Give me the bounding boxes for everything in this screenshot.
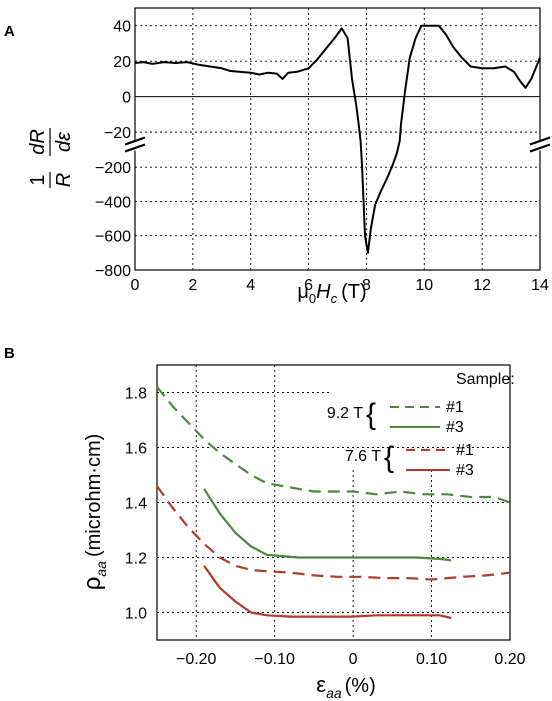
panel-b-y-tick-labels: 1.8 1.6 1.4 1.2 1.0: [125, 386, 147, 623]
panel-a-y-tick: −400: [95, 194, 131, 211]
panel-b-x-tick: 0: [349, 651, 358, 668]
panel-b-series-line-2: [156, 485, 511, 581]
panel-a-x-tick: 6: [304, 277, 313, 294]
legend-entry-7-6-1: #1: [456, 442, 474, 459]
panel-a: A 0 2 4 6 8 10 12 14 40 20 0 −20 −200 −400 −600 −800 μ…: [4, 7, 551, 306]
panel-b-x-tick-labels: −0.20 −0.10 0 0.10 0.20: [176, 651, 526, 668]
svg-text:R: R: [53, 173, 75, 187]
legend-entry-9-2-3: #3: [446, 419, 464, 436]
panel-a-y-tick: −800: [95, 263, 131, 280]
svg-text:dR: dR: [27, 129, 49, 155]
panel-a-y-tick: 40: [113, 19, 131, 36]
panel-a-x-tick: 14: [531, 277, 549, 294]
panel-a-x-tick: 8: [362, 277, 371, 294]
panel-a-label: A: [4, 23, 15, 40]
panel-b-y-axis-title: ρaa(microhm·cm): [79, 434, 109, 591]
panel-a-x-tick: 10: [415, 277, 433, 294]
panel-b-frame: [156, 364, 511, 641]
panel-a-frame: [134, 7, 541, 271]
panel-b-series-line-1: [203, 488, 452, 562]
panel-b-label: B: [4, 345, 15, 362]
panel-a-x-tick: 12: [473, 277, 491, 294]
panel-a-gridlines: [134, 8, 541, 271]
legend-field-7-6: 7.6 T: [345, 448, 381, 465]
panel-a-axis-break: [124, 136, 551, 153]
panel-a-y-tick: 20: [113, 54, 131, 71]
legend-field-9-2: 9.2 T: [327, 405, 363, 422]
panel-b-y-tick: 1.4: [125, 496, 147, 513]
panel-b-y-tick: 1.0: [125, 606, 147, 623]
panel-b-x-axis-title: εaa (%): [316, 672, 376, 701]
panel-a-y-tick-labels: 40 20 0 −20 −200 −400 −600 −800: [95, 19, 131, 280]
panel-a-y-tick: −200: [95, 160, 131, 177]
panel-b-x-tick: 0.10: [416, 651, 447, 668]
panel-b-x-tick: 0.20: [494, 651, 525, 668]
legend-brace-9-2: {: [366, 398, 376, 431]
panel-b-x-tick: −0.10: [254, 651, 295, 668]
panel-b: B −0.20 −0.10 0 0.10 0.20 1.8 1.6 1.4 1.2 1.0 εa…: [4, 345, 526, 701]
panel-a-x-tick: 4: [246, 277, 255, 294]
legend-entry-7-6-3: #3: [456, 462, 474, 479]
panel-a-y-axis-title: 1 R dR dε: [27, 128, 75, 188]
legend-brace-7-6: {: [384, 441, 394, 474]
svg-text:1: 1: [27, 174, 49, 185]
panel-b-y-tick: 1.6: [125, 441, 147, 458]
panel-a-x-tick: 2: [188, 277, 197, 294]
panel-b-y-tick: 1.8: [125, 386, 147, 403]
legend-entry-9-2-1: #1: [446, 399, 464, 416]
panel-b-series-line-3: [203, 565, 452, 620]
panel-a-x-tick-labels: 0 2 4 6 8 10 12 14: [131, 277, 549, 294]
panel-b-x-tick: −0.20: [176, 651, 217, 668]
svg-text:dε: dε: [53, 131, 75, 152]
panel-a-y-tick: 0: [122, 90, 131, 107]
legend-title: Sample:: [456, 371, 515, 388]
panel-a-y-tick: −20: [104, 125, 131, 142]
panel-a-series-line-0: [134, 24, 541, 254]
panel-a-y-tick: −600: [95, 229, 131, 246]
panel-b-series-line-0: [156, 386, 511, 504]
panel-b-y-tick: 1.2: [125, 551, 147, 568]
panel-a-x-axis-title: μ0Hc (T): [297, 281, 366, 306]
panel-b-legend: Sample: 9.2 T { #1 #3 7.6 T { #1 #3: [327, 371, 515, 479]
panel-a-series: [134, 24, 541, 254]
panel-a-x-tick: 0: [131, 277, 140, 294]
panel-b-series: [156, 386, 511, 620]
